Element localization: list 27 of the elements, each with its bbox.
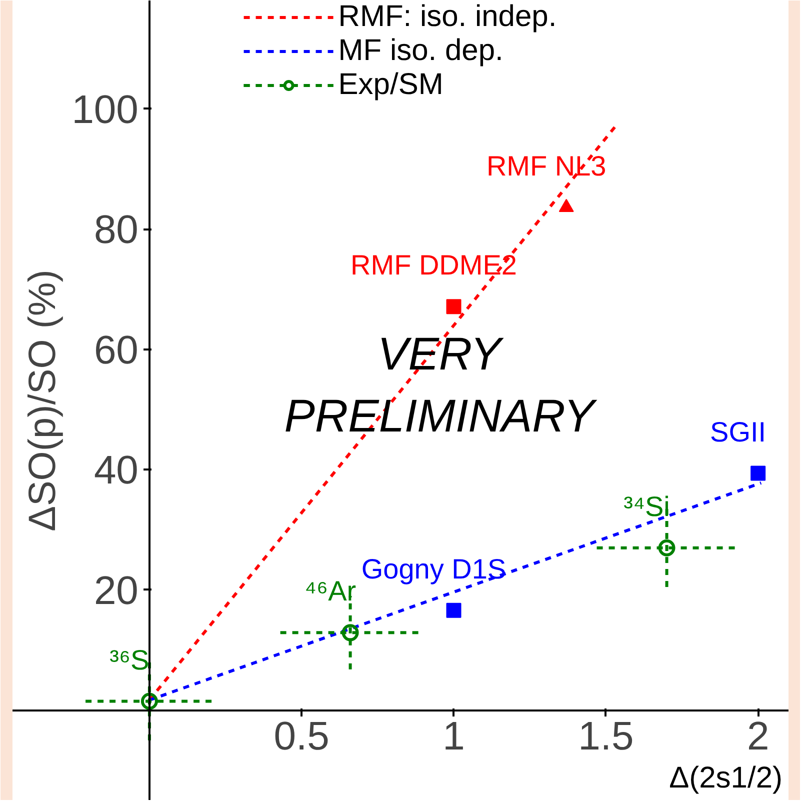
legend-label: MF iso. dep. [338, 34, 504, 68]
annotation: Gogny D1S [361, 553, 506, 584]
annotation: SGII [710, 416, 766, 448]
y-axis-title: ΔSO(p)/SO (%) [22, 270, 64, 532]
x-tick-label: 2 [746, 714, 770, 758]
y-tick-label: 60 [94, 328, 138, 372]
annotation: ³⁶S [110, 644, 150, 676]
annotation: RMF NL3 [486, 150, 606, 182]
point [342, 624, 359, 642]
point [750, 466, 766, 481]
annotation: ⁴⁶Ar [304, 576, 356, 607]
point [658, 539, 676, 556]
y-tick-label: 80 [94, 208, 138, 252]
point [446, 299, 462, 314]
y-tick-label: 20 [94, 568, 138, 613]
x-axis-title: Δ(2s1/2) [669, 762, 783, 794]
x-tick-label: 0.5 [274, 714, 330, 758]
annotation: RMF DDME2 [350, 250, 517, 281]
x-tick-label: 1.5 [578, 714, 634, 758]
point [140, 692, 158, 710]
point [446, 602, 462, 618]
annotation: VERY PRELIMINARY [284, 327, 598, 442]
y-tick-label: 100 [72, 88, 138, 132]
y-tick-label: 40 [94, 448, 138, 493]
legend-label: Exp/SM [338, 68, 444, 102]
x-tick-label: 1 [442, 714, 465, 758]
legend-label: RMF: iso. indep. [338, 0, 557, 34]
